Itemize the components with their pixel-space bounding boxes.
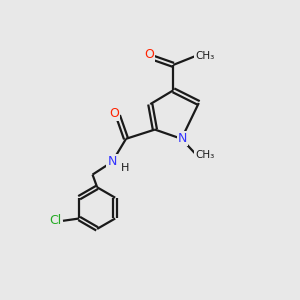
Text: CH₃: CH₃ <box>195 150 214 160</box>
Text: N: N <box>178 132 187 145</box>
Text: O: O <box>144 48 154 61</box>
Text: Cl: Cl <box>49 214 61 227</box>
Text: N: N <box>107 155 117 168</box>
Text: O: O <box>110 107 119 120</box>
Text: H: H <box>121 163 129 173</box>
Text: CH₃: CH₃ <box>195 51 214 61</box>
